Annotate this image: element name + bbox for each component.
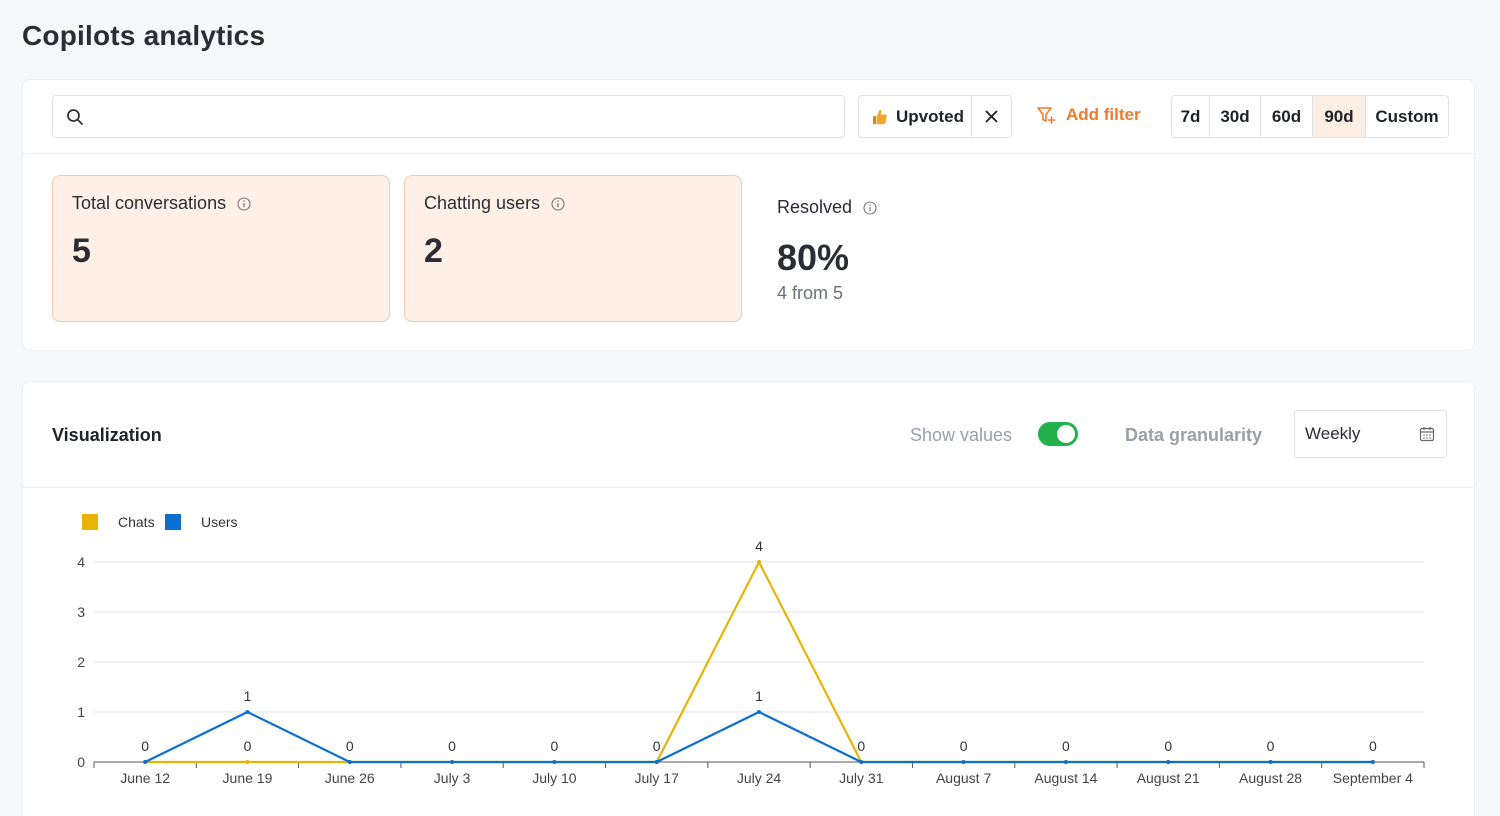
data-label: 0 — [653, 738, 661, 754]
visualization-title: Visualization — [52, 425, 162, 445]
data-label: 4 — [755, 538, 763, 554]
chatting-users-card: Chatting users 2 — [404, 175, 742, 322]
toggle-knob — [1057, 425, 1075, 443]
data-label: 0 — [141, 738, 149, 754]
metric-label: Resolved — [777, 197, 853, 217]
data-point-users — [1063, 760, 1068, 764]
y-tick-label: 3 — [77, 604, 85, 620]
filter-add-icon — [1037, 107, 1056, 124]
data-point-users — [1370, 760, 1375, 764]
range-custom-button[interactable]: Custom — [1366, 96, 1448, 137]
data-point-chats — [757, 560, 761, 564]
range-30d-button[interactable]: 30d — [1210, 96, 1261, 137]
date-range-selector: 7d 30d 60d 90d Custom — [1171, 95, 1449, 138]
x-tick-label: July 31 — [839, 770, 884, 786]
data-point-users — [961, 760, 966, 764]
metric-subtext: 4 from 5 — [777, 283, 844, 303]
data-point-users — [1166, 760, 1171, 764]
x-tick-label: June 19 — [223, 770, 273, 786]
upvoted-filter-chip[interactable]: Upvoted — [858, 95, 1012, 138]
data-label: 0 — [857, 738, 865, 754]
page-title: Copilots analytics — [22, 20, 266, 51]
remove-filter-button[interactable] — [971, 96, 1011, 137]
x-tick-label: July 17 — [635, 770, 680, 786]
add-filter-label: Add filter — [1066, 105, 1141, 124]
summary-card: Upvoted Add filter 7d 30d 60d 90d Custom — [22, 79, 1475, 351]
y-tick-label: 1 — [77, 704, 85, 720]
data-point-users — [859, 760, 864, 764]
data-point-users — [757, 710, 761, 714]
data-point-chats — [245, 760, 250, 764]
series-line-users — [144, 710, 1373, 764]
metric-value: 5 — [72, 232, 91, 270]
x-tick-label: August 21 — [1137, 770, 1200, 786]
show-values-toggle[interactable] — [1038, 422, 1078, 446]
info-icon[interactable] — [863, 200, 877, 215]
visualization-card: Visualization Show values Data granulari… — [22, 381, 1475, 816]
data-label: 0 — [1164, 738, 1172, 754]
data-point-users — [245, 710, 250, 714]
data-point-users — [450, 760, 455, 764]
x-tick-label: August 14 — [1034, 770, 1097, 786]
range-60d-button[interactable]: 60d — [1261, 96, 1313, 137]
x-tick-label: July 24 — [737, 770, 782, 786]
data-point-users — [654, 760, 659, 764]
x-tick-label: June 26 — [325, 770, 375, 786]
thumbs-up-icon — [873, 109, 887, 124]
data-label: 0 — [1062, 738, 1070, 754]
y-tick-label: 4 — [77, 554, 85, 570]
data-point-users — [143, 760, 148, 764]
close-icon — [985, 110, 998, 123]
legend-swatch-chats — [82, 514, 98, 530]
x-tick-label: July 10 — [532, 770, 577, 786]
data-point-users — [1268, 760, 1273, 764]
legend-label: Users — [201, 514, 238, 530]
legend-label: Chats — [118, 514, 155, 530]
data-label: 0 — [1369, 738, 1377, 754]
granularity-select[interactable]: Weekly — [1294, 410, 1447, 458]
x-tick-label: August 28 — [1239, 770, 1302, 786]
data-label: 0 — [1267, 738, 1275, 754]
x-tick-label: June 12 — [120, 770, 170, 786]
data-label: 0 — [448, 738, 456, 754]
data-label: 0 — [960, 738, 968, 754]
filter-bar: Upvoted Add filter 7d 30d 60d 90d Custom — [23, 80, 1474, 154]
data-point-users — [347, 760, 352, 764]
search-icon — [67, 109, 83, 125]
metric-value: 2 — [424, 232, 443, 270]
x-tick-label: September 4 — [1333, 770, 1413, 786]
calendar-icon — [1419, 427, 1435, 442]
metric-label: Chatting users — [424, 193, 541, 213]
legend-swatch-users — [165, 514, 181, 530]
show-values-label: Show values — [910, 425, 1013, 445]
y-tick-label: 0 — [77, 754, 85, 770]
info-icon[interactable] — [237, 196, 251, 211]
range-7d-button[interactable]: 7d — [1172, 96, 1210, 137]
data-point-users — [552, 760, 557, 764]
total-conversations-card: Total conversations 5 — [52, 175, 390, 322]
granularity-label: Data granularity — [1125, 425, 1263, 445]
data-label: 0 — [550, 738, 558, 754]
data-label: 1 — [755, 688, 763, 704]
chip-label: Upvoted — [896, 106, 964, 126]
granularity-value: Weekly — [1305, 424, 1361, 443]
metric-label: Total conversations — [72, 193, 227, 213]
x-tick-label: August 7 — [936, 770, 991, 786]
add-filter-button[interactable]: Add filter — [1036, 105, 1141, 125]
data-label: 0 — [346, 738, 354, 754]
resolved-card: Resolved 80% 4 from 5 — [763, 175, 1063, 322]
data-label: 0 — [244, 738, 252, 754]
visualization-header: Visualization Show values Data granulari… — [23, 382, 1474, 488]
data-label: 1 — [244, 688, 252, 704]
y-tick-label: 2 — [77, 654, 85, 670]
search-input[interactable] — [52, 95, 845, 138]
range-90d-button[interactable]: 90d — [1313, 96, 1366, 137]
metric-value: 80% — [777, 237, 850, 278]
x-tick-label: July 3 — [434, 770, 471, 786]
info-icon[interactable] — [551, 196, 565, 211]
